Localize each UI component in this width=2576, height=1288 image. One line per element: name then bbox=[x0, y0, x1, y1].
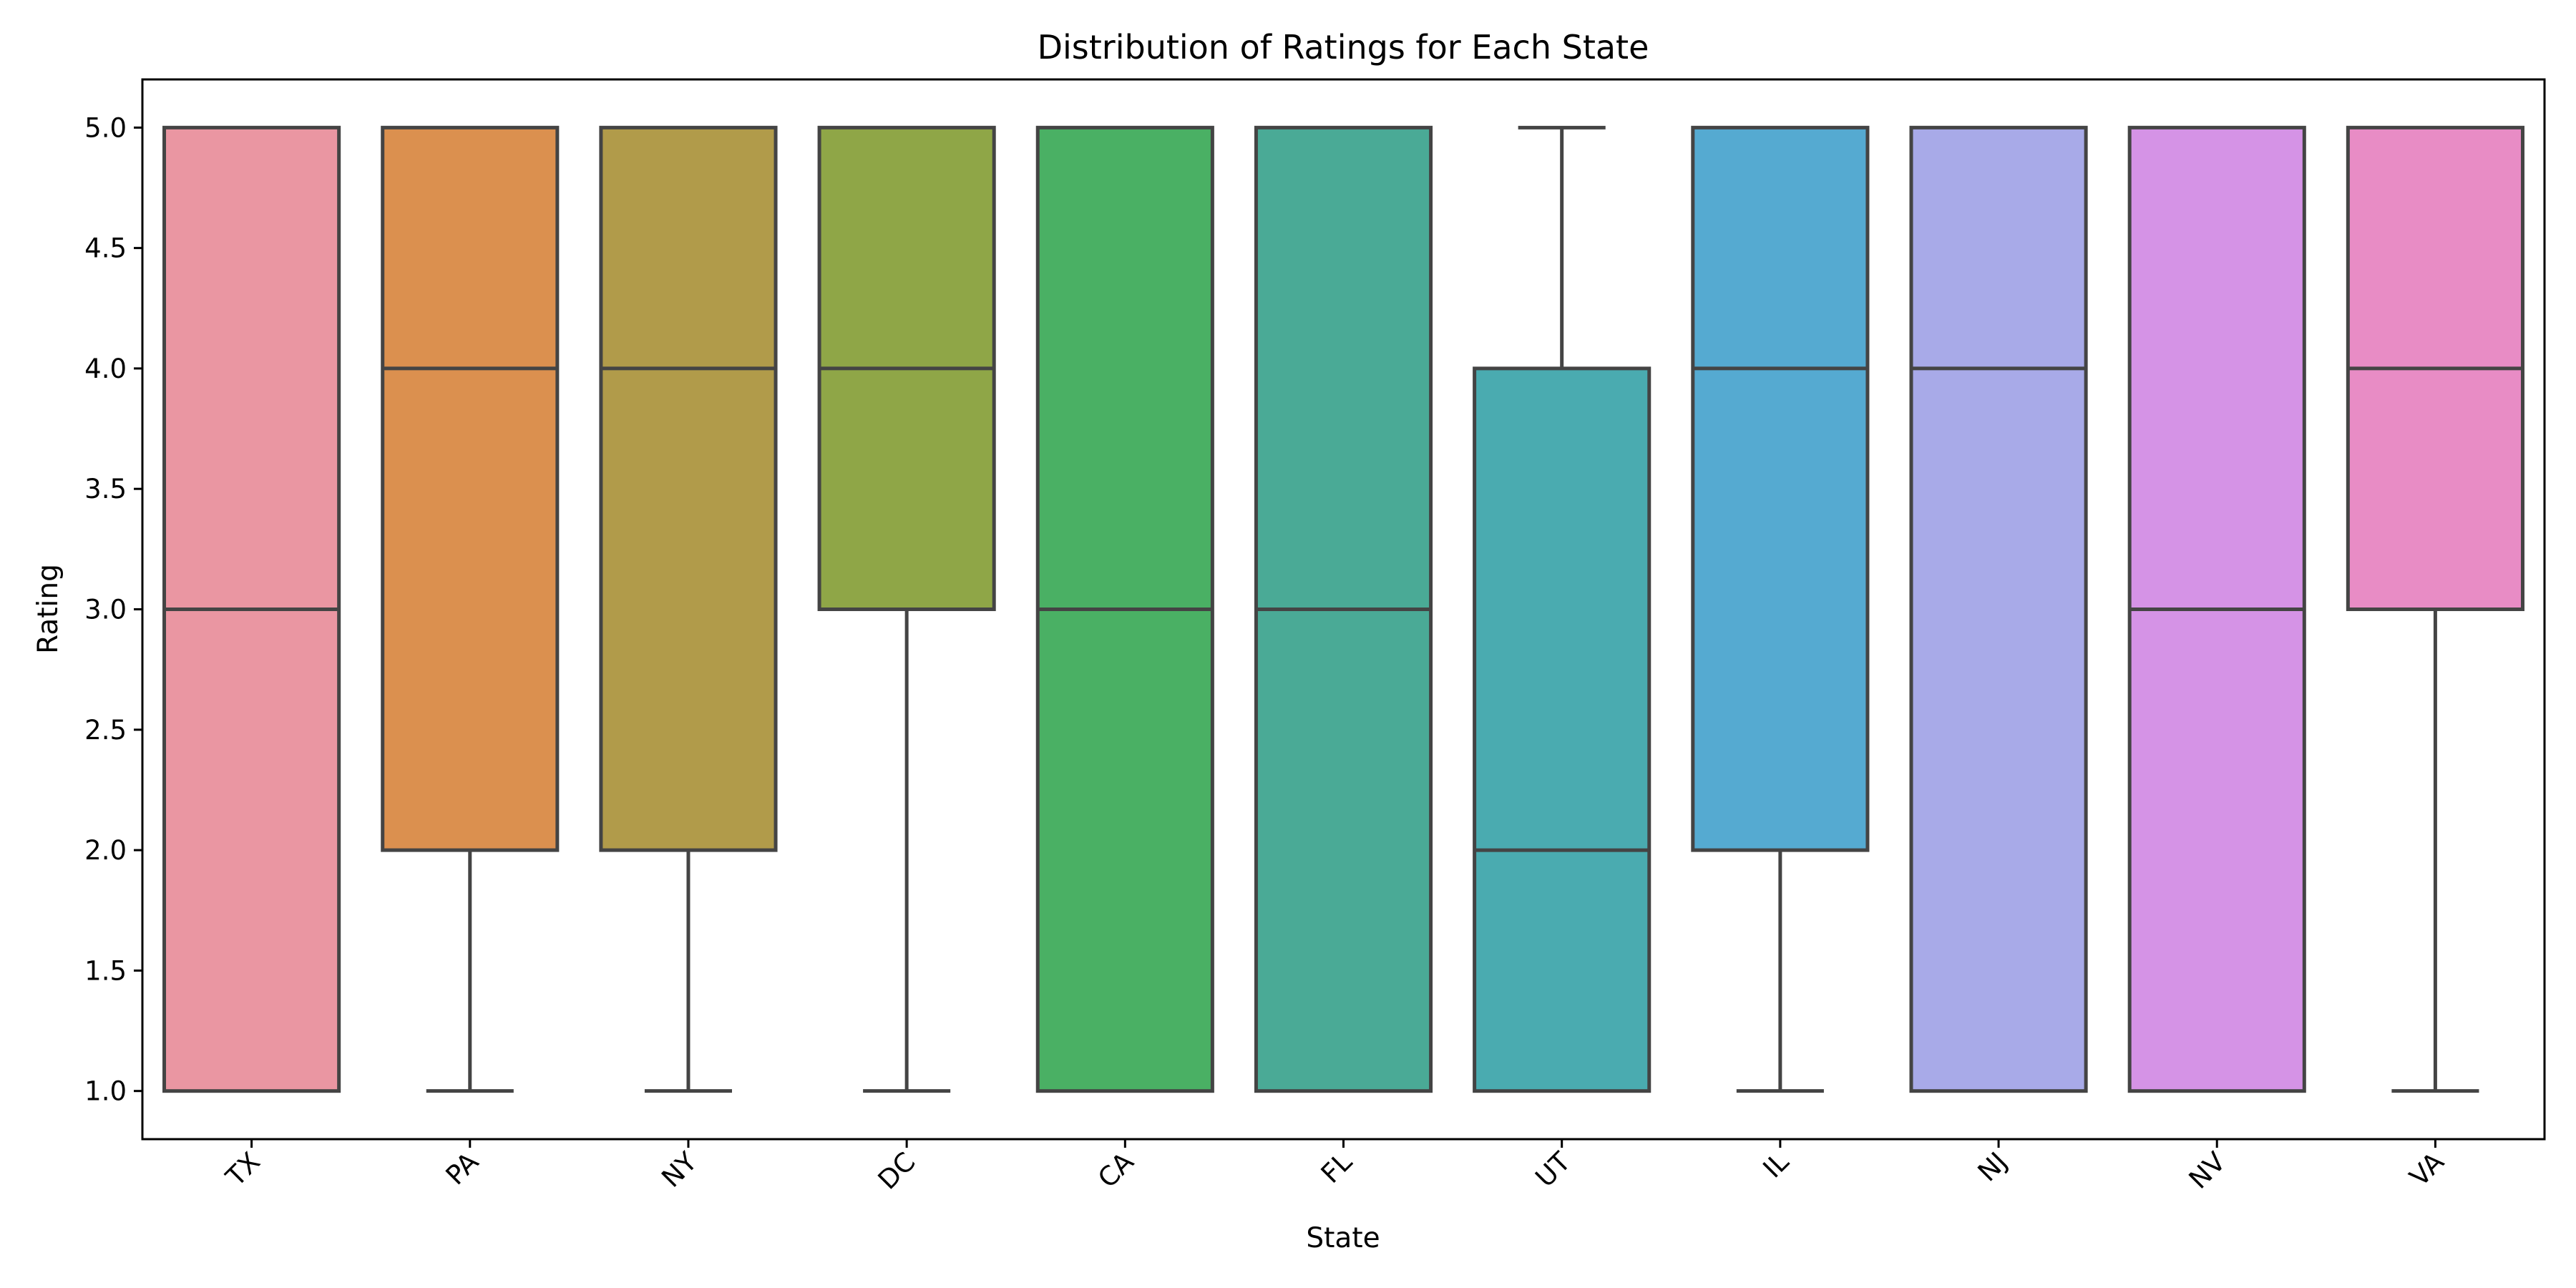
x-tick-label-ca: CA bbox=[1092, 1146, 1140, 1194]
y-tick-label: 3.0 bbox=[84, 595, 127, 625]
box-pa bbox=[381, 125, 560, 1093]
boxes-group bbox=[162, 125, 2524, 1093]
box-body bbox=[381, 125, 560, 852]
plot-frame bbox=[141, 78, 2546, 1141]
box-ut bbox=[1473, 125, 1652, 1093]
box-ny bbox=[599, 125, 778, 1093]
x-tick-label-il: IL bbox=[1757, 1146, 1795, 1184]
y-tick-label: 5.0 bbox=[84, 112, 127, 143]
box-body bbox=[599, 125, 778, 852]
box-body bbox=[1473, 366, 1652, 1093]
box-dc bbox=[817, 125, 996, 1093]
y-tick-label: 2.5 bbox=[84, 715, 127, 746]
x-axis: TX PA NY DC CA FL UT IL NJ NV VA bbox=[220, 1139, 2450, 1196]
y-tick-label: 2.0 bbox=[84, 835, 127, 866]
y-tick-label: 4.5 bbox=[84, 233, 127, 264]
y-tick-label: 1.0 bbox=[84, 1076, 127, 1107]
box-tx bbox=[162, 125, 341, 1093]
x-tick-label-tx: TX bbox=[220, 1146, 266, 1193]
chart-title: Distribution of Ratings for Each State bbox=[1038, 28, 1649, 67]
box-nv bbox=[2127, 125, 2306, 1093]
box-nj bbox=[1909, 125, 2088, 1093]
x-tick-label-pa: PA bbox=[440, 1146, 484, 1191]
x-tick-label-va: VA bbox=[2404, 1146, 2450, 1193]
y-axis: 1.0 1.5 2.0 2.5 3.0 3.5 4.0 4.5 5.0 bbox=[84, 112, 142, 1107]
x-tick-label-ny: NY bbox=[655, 1146, 703, 1194]
box-body bbox=[1909, 125, 2088, 1093]
y-axis-label: Rating bbox=[32, 564, 64, 654]
box-va bbox=[2346, 125, 2524, 1093]
x-tick-label-fl: FL bbox=[1315, 1146, 1358, 1189]
x-tick-label-ut: UT bbox=[1530, 1146, 1577, 1194]
box-il bbox=[1691, 125, 1870, 1093]
box-ca bbox=[1035, 125, 1214, 1093]
y-tick-label: 1.5 bbox=[84, 955, 127, 986]
x-tick-label-dc: DC bbox=[872, 1146, 922, 1196]
y-tick-label: 4.0 bbox=[84, 353, 127, 384]
box-body bbox=[1691, 125, 1870, 852]
x-tick-label-nv: NV bbox=[2183, 1146, 2232, 1195]
x-tick-label-nj: NJ bbox=[1972, 1146, 2014, 1188]
box-fl bbox=[1254, 125, 1433, 1093]
y-tick-label: 3.5 bbox=[84, 474, 127, 504]
x-axis-label: State bbox=[1306, 1222, 1380, 1254]
